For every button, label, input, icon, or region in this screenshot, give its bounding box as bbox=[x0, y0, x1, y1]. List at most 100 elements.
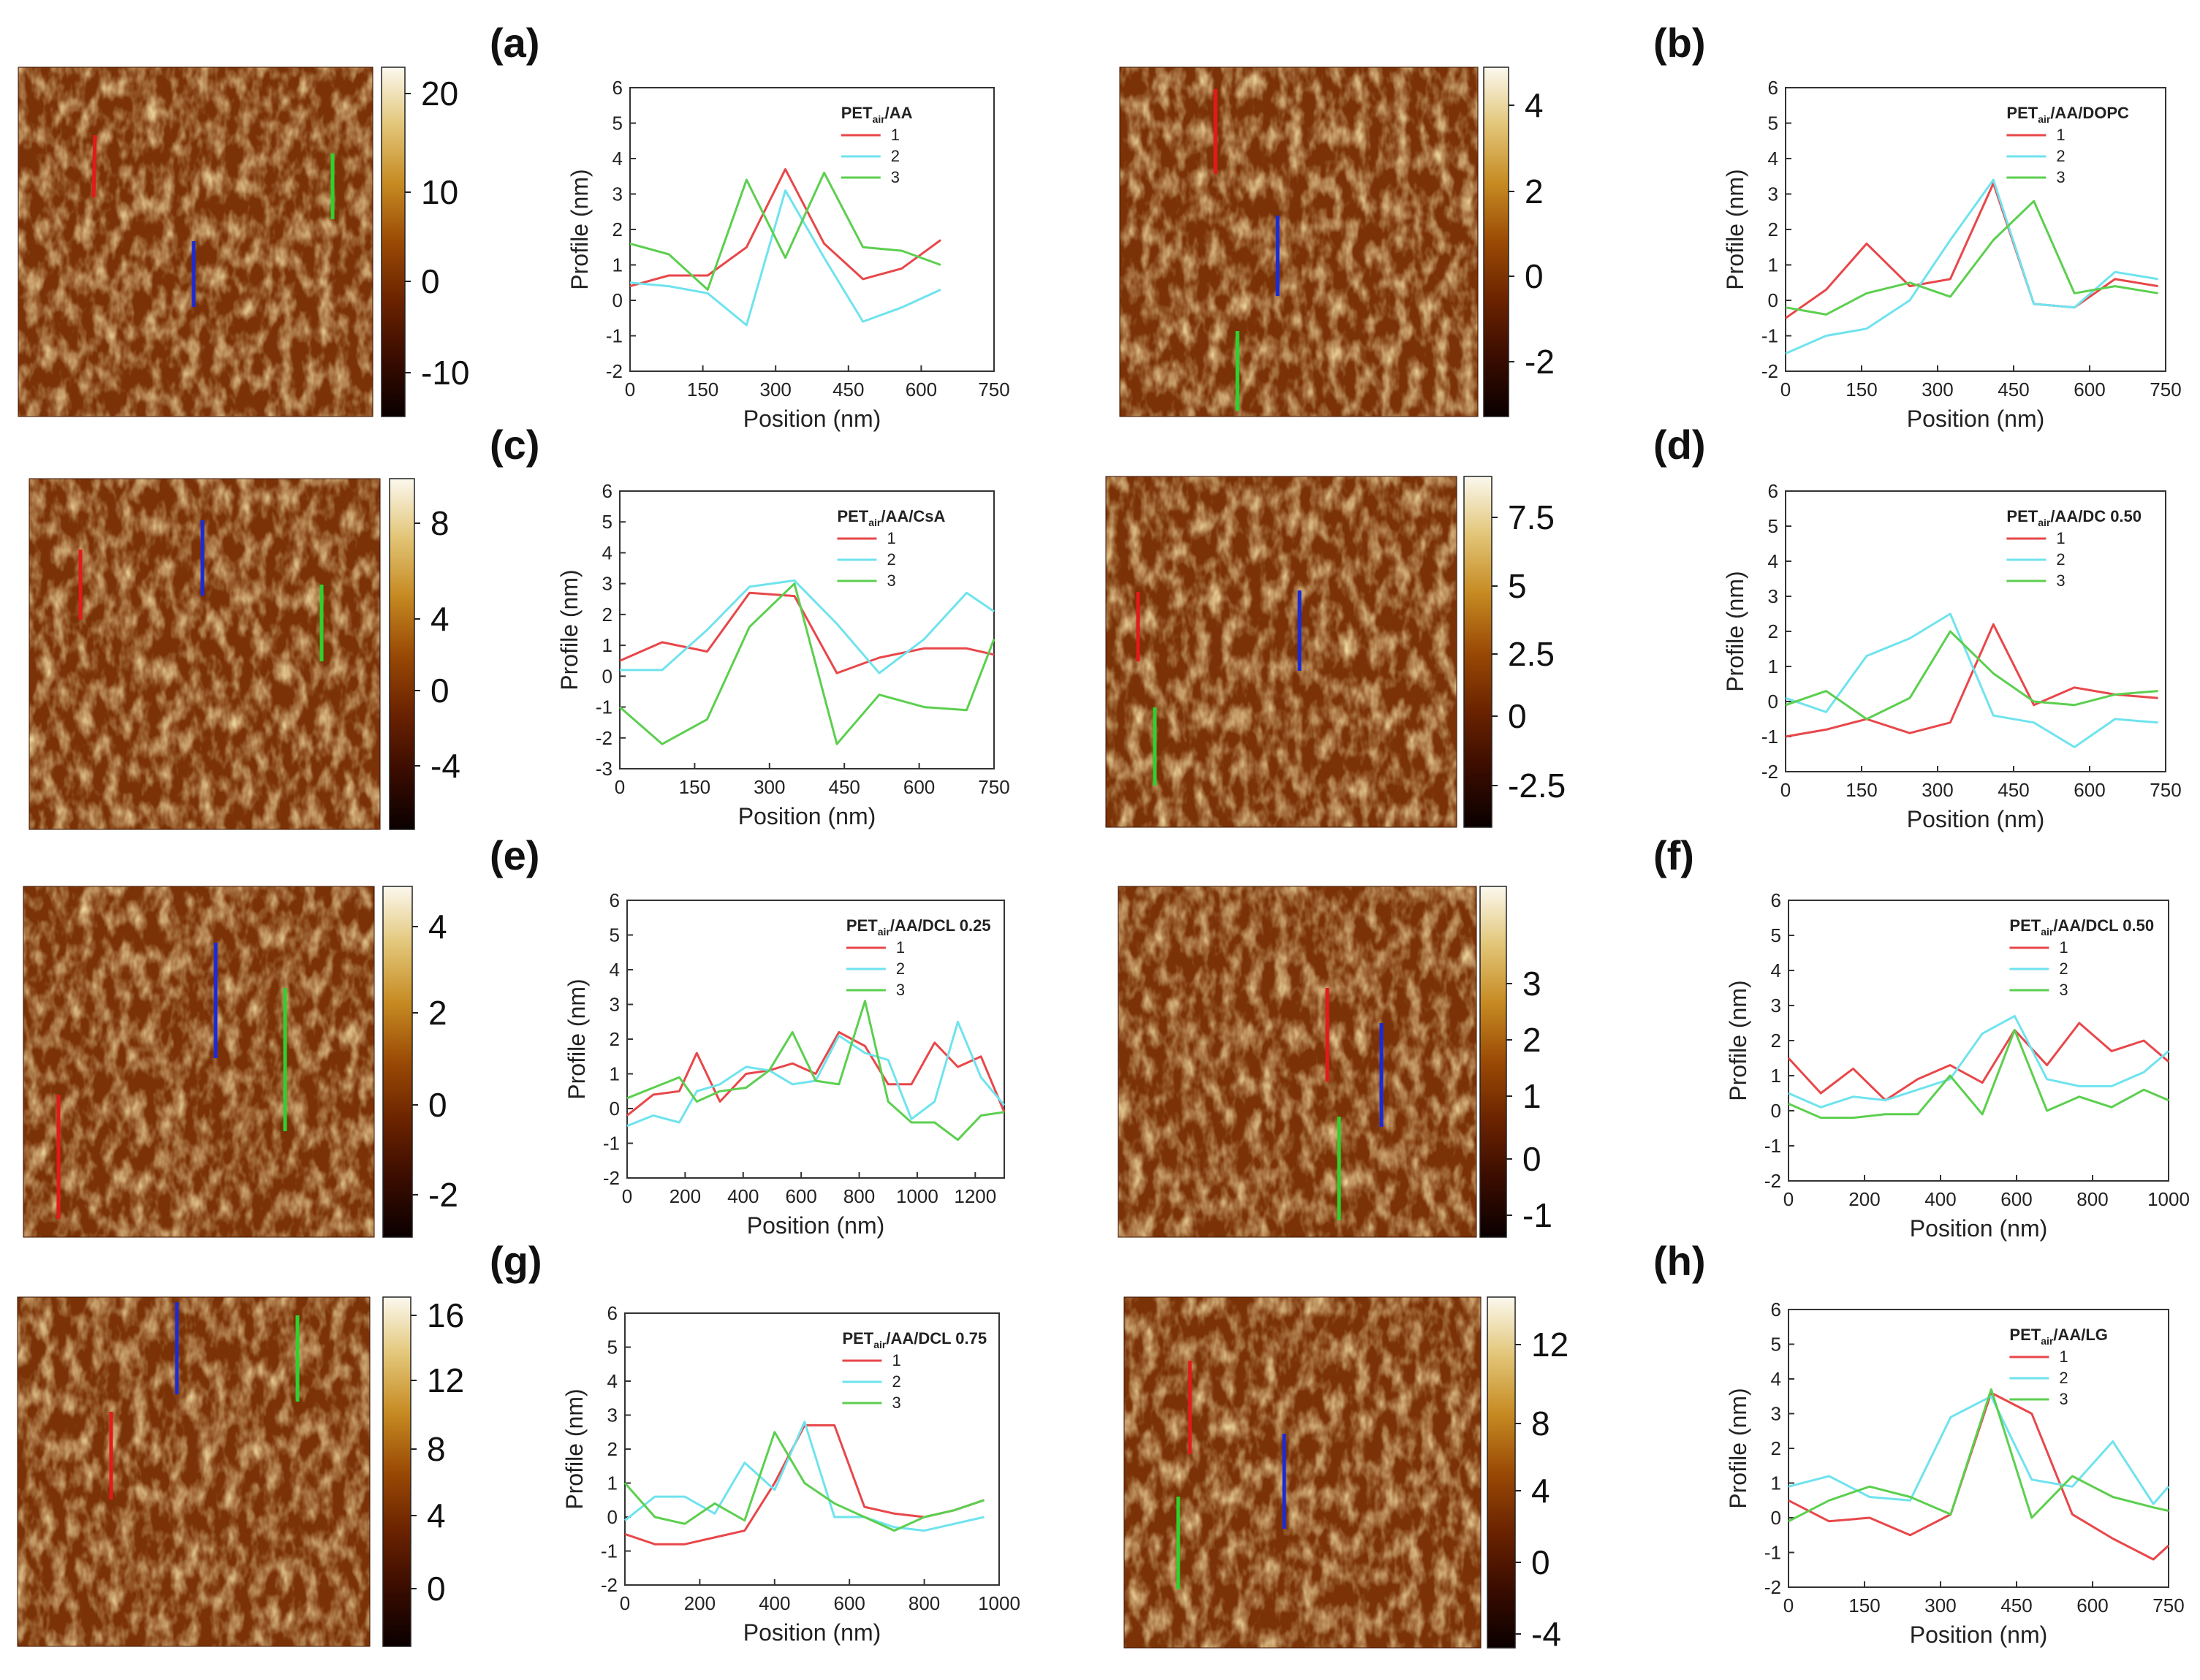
y-tick-label: -1 bbox=[603, 1133, 620, 1155]
colorbar-tick-label: 2.5 bbox=[1508, 635, 1555, 673]
y-tick-label: 3 bbox=[1768, 183, 1778, 205]
x-tick-label: 600 bbox=[785, 1185, 816, 1207]
profile-chart: 0 200 400 600 800 1000 -2 -1 0 1 2 3 4 5 6 Position (nm… bbox=[561, 1302, 1020, 1646]
y-tick-label: 5 bbox=[610, 924, 620, 946]
x-tick-label: 150 bbox=[1848, 1595, 1880, 1616]
panel-d: (d) 7.5 5 2.5 0 -2.5 0 150 300 450 600 750 -2 -1 0 1 2 3 4… bbox=[1105, 422, 2182, 832]
legend: PETair/AA/DCL 0.501 2 3 bbox=[2009, 916, 2154, 999]
colorbar-tick-label: 4 bbox=[427, 1497, 446, 1535]
series-line-1 bbox=[1785, 623, 2158, 738]
y-tick-label: 3 bbox=[602, 573, 612, 595]
legend-entry-3: 3 bbox=[2059, 1390, 2068, 1408]
colorbar-tick-label: 8 bbox=[427, 1430, 446, 1468]
series-line-2 bbox=[1785, 612, 2158, 748]
legend-entry-2: 2 bbox=[887, 550, 895, 569]
y-tick-label: -3 bbox=[596, 758, 612, 780]
y-tick-label: -1 bbox=[1761, 726, 1778, 748]
x-tick-label: 300 bbox=[1922, 379, 1953, 400]
y-tick-label: -1 bbox=[1761, 325, 1778, 347]
x-axis-title: Position (nm) bbox=[1907, 806, 2045, 832]
x-tick-label: 0 bbox=[615, 776, 625, 798]
afm-image bbox=[29, 478, 381, 830]
series-line-3 bbox=[1788, 1029, 2169, 1120]
y-axis-title: Profile (nm) bbox=[1725, 980, 1751, 1101]
x-tick-label: 300 bbox=[754, 776, 785, 798]
y-tick-label: -2 bbox=[1764, 1576, 1781, 1598]
y-tick-label: 0 bbox=[607, 1506, 618, 1528]
y-tick-label: -2 bbox=[1761, 360, 1778, 382]
y-tick-label: 2 bbox=[1771, 1030, 1781, 1052]
profile-chart: 0 150 300 450 600 750 -2 -1 0 1 2 3 4 5 6 Position (nm)… bbox=[1725, 1299, 2185, 1648]
y-axis-title: Profile (nm) bbox=[1722, 169, 1748, 289]
colorbar-tick-label: 12 bbox=[427, 1361, 464, 1399]
legend-entry-3: 3 bbox=[2056, 168, 2065, 186]
colorbar bbox=[1479, 886, 1507, 1238]
x-tick-label: 0 bbox=[1780, 379, 1791, 400]
y-tick-label: 0 bbox=[612, 289, 623, 311]
legend-title: PETair/AA/DCL 0.50 bbox=[2009, 916, 2154, 938]
series-line-2 bbox=[629, 189, 941, 327]
series-line-2 bbox=[1788, 1014, 2169, 1109]
y-tick-label: 5 bbox=[1771, 924, 1781, 946]
x-tick-label: 150 bbox=[687, 379, 718, 400]
series-line-1 bbox=[1787, 1022, 2169, 1102]
y-tick-label: 1 bbox=[610, 1063, 620, 1085]
colorbar-tick-label: 4 bbox=[430, 600, 450, 638]
y-axis-title: Profile (nm) bbox=[561, 1388, 588, 1509]
colorbar-tick-label: 2 bbox=[1525, 172, 1544, 210]
x-tick-label: 450 bbox=[1998, 779, 2029, 801]
legend-entry-1: 1 bbox=[887, 529, 895, 547]
afm-image bbox=[1118, 886, 1477, 1238]
series-line-1 bbox=[1785, 182, 2158, 319]
legend: PETair/AA/LG1 2 3 bbox=[2009, 1326, 2108, 1408]
x-tick-label: 600 bbox=[2000, 1188, 2032, 1210]
y-tick-label: 1 bbox=[1771, 1065, 1781, 1087]
profile-chart: 0 150 300 450 600 750 -2 -1 0 1 2 3 4 5 6 Position (nm)… bbox=[1722, 77, 2182, 432]
y-tick-label: -1 bbox=[601, 1540, 618, 1562]
y-axis-title: Profile (nm) bbox=[566, 169, 593, 289]
profile-chart: 0 150 300 450 600 750 -2 -1 0 1 2 3 4 5 6 Position (nm)… bbox=[1722, 480, 2182, 832]
series-line-2 bbox=[1788, 1395, 2170, 1505]
series-line-3 bbox=[619, 582, 995, 745]
x-axis-title: Position (nm) bbox=[1910, 1215, 2048, 1242]
colorbar-tick-label: 1 bbox=[1522, 1077, 1541, 1115]
colorbar-tick-label: 8 bbox=[430, 504, 450, 542]
panel-c: (c) 8 4 0 -4 0 150 300 450 600 750 -3 -2 -1 0 1 2 3 4 5 6 Pos… bbox=[29, 422, 1010, 830]
x-tick-label: 400 bbox=[727, 1185, 759, 1207]
x-tick-label: 0 bbox=[1783, 1188, 1794, 1210]
x-tick-label: 750 bbox=[978, 379, 1009, 400]
y-tick-label: -2 bbox=[596, 727, 612, 749]
y-tick-label: 6 bbox=[612, 77, 623, 99]
legend-title: PETair/AA/CsA bbox=[837, 507, 945, 528]
y-tick-label: -2 bbox=[1764, 1170, 1781, 1192]
colorbar-tick-label: 0 bbox=[421, 262, 440, 300]
legend-title: PETair/AA/DC 0.50 bbox=[2006, 507, 2142, 528]
legend-entry-2: 2 bbox=[2059, 1369, 2068, 1387]
plot-frame bbox=[629, 87, 995, 372]
panel-label: (f) bbox=[1653, 832, 1694, 878]
panel-label: (g) bbox=[490, 1238, 542, 1284]
x-axis-title: Position (nm) bbox=[1910, 1622, 2048, 1648]
afm-image bbox=[23, 886, 375, 1238]
afm-image bbox=[1123, 1296, 1482, 1649]
x-tick-label: 300 bbox=[1922, 779, 1953, 801]
x-tick-label: 600 bbox=[906, 379, 937, 400]
y-tick-label: 0 bbox=[1768, 289, 1778, 311]
y-tick-label: 2 bbox=[602, 604, 612, 626]
panel-label: (c) bbox=[490, 422, 539, 468]
x-tick-label: 200 bbox=[670, 1185, 701, 1207]
x-tick-label: 750 bbox=[978, 776, 1009, 798]
y-tick-label: -1 bbox=[596, 696, 612, 718]
y-tick-label: -2 bbox=[606, 360, 623, 382]
x-axis-title: Position (nm) bbox=[747, 1212, 885, 1239]
legend-entry-1: 1 bbox=[2056, 529, 2065, 547]
y-tick-label: 3 bbox=[1768, 585, 1778, 607]
x-tick-label: 300 bbox=[1924, 1595, 1956, 1616]
x-tick-label: 400 bbox=[1924, 1188, 1956, 1210]
